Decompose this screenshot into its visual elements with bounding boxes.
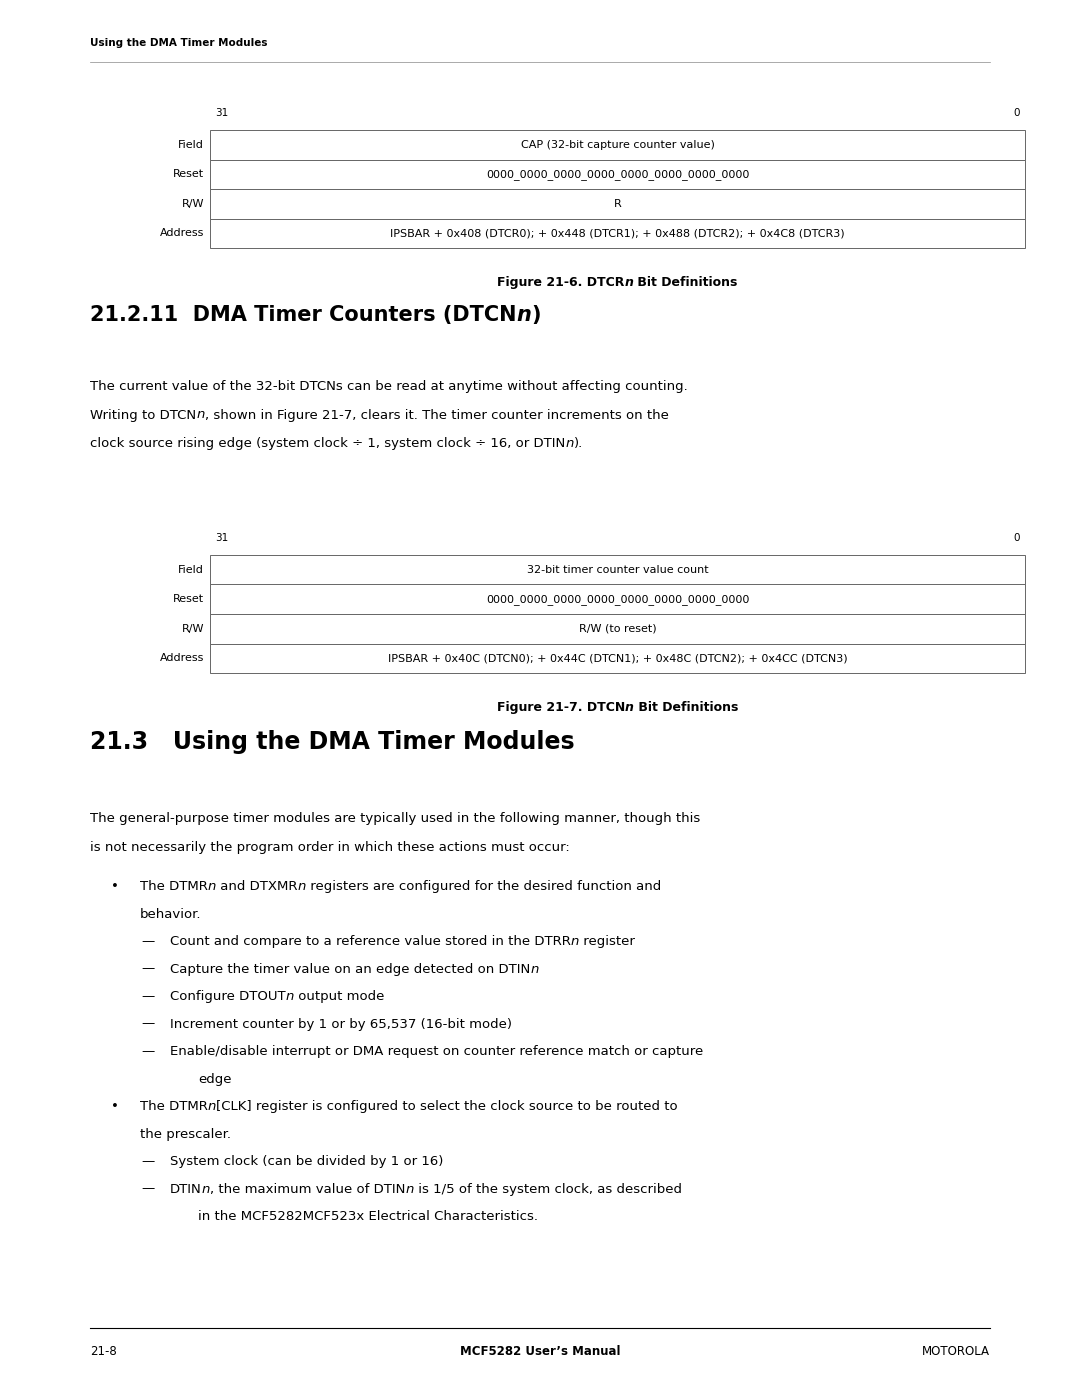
Text: registers are configured for the desired function and: registers are configured for the desired… [306,880,661,893]
Text: Figure 21-7. DTCN: Figure 21-7. DTCN [497,701,625,714]
Text: IPSBAR + 0x408 (DTCR0); + 0x448 (DTCR1); + 0x488 (DTCR2); + 0x4C8 (DTCR3): IPSBAR + 0x408 (DTCR0); + 0x448 (DTCR1);… [390,228,845,239]
Text: —: — [141,1182,156,1196]
Text: and DTXMR: and DTXMR [216,880,298,893]
Text: IPSBAR + 0x40C (DTCN0); + 0x44C (DTCN1); + 0x48C (DTCN2); + 0x4CC (DTCN3): IPSBAR + 0x40C (DTCN0); + 0x44C (DTCN1);… [388,654,848,664]
Text: Count and compare to a reference value stored in the DTRR: Count and compare to a reference value s… [170,935,571,949]
Text: n: n [530,963,539,975]
Bar [210,159,1025,189]
Text: n: n [624,277,634,289]
Text: n: n [202,1182,211,1196]
Text: •: • [111,1099,119,1113]
Text: Figure 21-6. DTCR: Figure 21-6. DTCR [497,277,624,289]
Text: Field: Field [178,140,204,149]
Text: •: • [111,880,119,893]
Bar [210,584,1025,615]
Text: n: n [197,408,204,422]
Text: 21.2.11  DMA Timer Counters (DTCN: 21.2.11 DMA Timer Counters (DTCN [90,305,516,326]
Text: n: n [207,1099,216,1113]
Text: , the maximum value of DTIN: , the maximum value of DTIN [211,1182,405,1196]
Bar [210,615,1025,644]
Text: ): ) [531,305,541,326]
Text: is not necessarily the program order in which these actions must occur:: is not necessarily the program order in … [90,841,570,854]
Text: 21-8: 21-8 [90,1345,117,1358]
Text: behavior.: behavior. [140,908,202,921]
Text: is 1/5 of the system clock, as described: is 1/5 of the system clock, as described [414,1182,681,1196]
Text: R/W: R/W [181,623,204,634]
Bar [210,555,1025,584]
Text: MOTOROLA: MOTOROLA [922,1345,990,1358]
Text: 0: 0 [1013,108,1020,117]
Text: —: — [141,1155,156,1168]
Text: Writing to DTCN: Writing to DTCN [90,408,197,422]
Bar [210,189,1025,218]
Text: clock source rising edge (system clock ÷ 1, system clock ÷ 16, or DTIN: clock source rising edge (system clock ÷… [90,437,565,450]
Text: 32-bit timer counter value count: 32-bit timer counter value count [527,564,708,574]
Text: 31: 31 [215,534,228,543]
Text: CAP (32-bit capture counter value): CAP (32-bit capture counter value) [521,140,715,149]
Text: n: n [565,437,573,450]
Text: —: — [141,963,156,975]
Text: n: n [405,1182,414,1196]
Text: —: — [141,1017,156,1031]
Text: in the MCF5282MCF523x Electrical Characteristics.: in the MCF5282MCF523x Electrical Charact… [198,1210,538,1222]
Text: [CLK] register is configured to select the clock source to be routed to: [CLK] register is configured to select t… [216,1099,678,1113]
Text: —: — [141,1045,156,1058]
Bar [210,130,1025,159]
Text: Using the DMA Timer Modules: Using the DMA Timer Modules [90,38,268,47]
Text: Configure DTOUT: Configure DTOUT [170,990,285,1003]
Text: the prescaler.: the prescaler. [140,1127,231,1140]
Text: Bit Definitions: Bit Definitions [634,277,738,289]
Text: Reset: Reset [173,169,204,179]
Text: 0000_0000_0000_0000_0000_0000_0000_0000: 0000_0000_0000_0000_0000_0000_0000_0000 [486,169,750,180]
Text: Reset: Reset [173,594,204,605]
Text: 31: 31 [215,108,228,117]
Text: The general-purpose timer modules are typically used in the following manner, th: The general-purpose timer modules are ty… [90,812,700,826]
Text: 0: 0 [1013,534,1020,543]
Text: DTIN: DTIN [170,1182,202,1196]
Text: n: n [298,880,306,893]
Text: Address: Address [160,654,204,664]
Text: Increment counter by 1 or by 65,537 (16-bit mode): Increment counter by 1 or by 65,537 (16-… [170,1017,512,1031]
Text: output mode: output mode [294,990,384,1003]
Text: —: — [141,935,156,949]
Text: n: n [207,880,216,893]
Text: n: n [285,990,294,1003]
Text: The DTMR: The DTMR [140,880,207,893]
Bar [210,644,1025,673]
Text: edge: edge [198,1073,231,1085]
Text: 0000_0000_0000_0000_0000_0000_0000_0000: 0000_0000_0000_0000_0000_0000_0000_0000 [486,594,750,605]
Text: , shown in Figure 21-7, clears it. The timer counter increments on the: , shown in Figure 21-7, clears it. The t… [204,408,669,422]
Text: —: — [141,990,156,1003]
Text: R: R [613,198,621,208]
Bar [210,218,1025,249]
Text: The DTMR: The DTMR [140,1099,207,1113]
Text: n: n [625,701,634,714]
Text: R/W (to reset): R/W (to reset) [579,623,657,634]
Text: n: n [516,305,531,326]
Text: Address: Address [160,228,204,239]
Text: MCF5282 User’s Manual: MCF5282 User’s Manual [460,1345,620,1358]
Text: register: register [579,935,635,949]
Text: R/W: R/W [181,198,204,208]
Text: n: n [571,935,579,949]
Text: ).: ). [573,437,583,450]
Text: System clock (can be divided by 1 or 16): System clock (can be divided by 1 or 16) [170,1155,444,1168]
Text: Field: Field [178,564,204,574]
Text: Capture the timer value on an edge detected on DTIN: Capture the timer value on an edge detec… [170,963,530,975]
Text: Enable/disable interrupt or DMA request on counter reference match or capture: Enable/disable interrupt or DMA request … [170,1045,703,1058]
Text: 21.3   Using the DMA Timer Modules: 21.3 Using the DMA Timer Modules [90,731,575,754]
Text: The current value of the 32-bit DTCNs can be read at anytime without affecting c: The current value of the 32-bit DTCNs ca… [90,380,688,393]
Text: Bit Definitions: Bit Definitions [634,701,739,714]
